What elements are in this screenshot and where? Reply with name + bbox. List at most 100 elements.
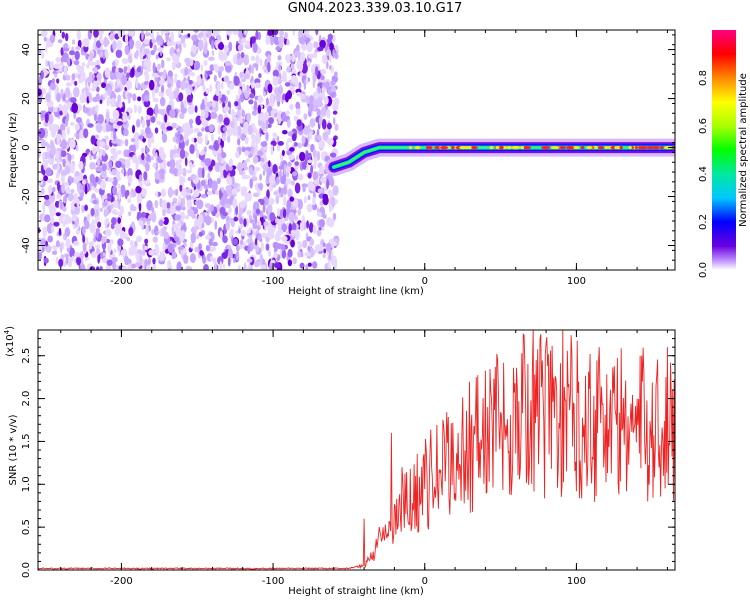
noise-blob <box>141 119 146 129</box>
noise-blob <box>170 206 175 215</box>
noise-blob <box>139 174 142 182</box>
noise-blob <box>200 179 206 187</box>
noise-blob <box>328 52 332 63</box>
noise-blob <box>142 248 146 257</box>
noise-blob <box>90 208 95 216</box>
noise-blob <box>281 243 285 252</box>
noise-blob <box>286 66 292 73</box>
noise-blob <box>90 87 97 92</box>
noise-blob <box>175 152 182 158</box>
noise-blob <box>327 259 331 269</box>
noise-blob <box>100 172 107 179</box>
noise-blob <box>333 117 336 125</box>
noise-blob <box>96 86 100 93</box>
noise-blob <box>217 256 224 265</box>
noise-blob <box>160 123 166 131</box>
signal-peak <box>495 146 500 150</box>
noise-blob <box>225 64 232 73</box>
noise-blob <box>237 185 241 190</box>
noise-blob <box>274 217 278 224</box>
noise-blob <box>328 203 332 213</box>
noise-blob <box>275 46 281 51</box>
noise-blob <box>233 258 236 263</box>
noise-blob <box>109 118 116 123</box>
noise-blob <box>294 161 300 167</box>
noise-blob <box>326 122 332 130</box>
noise-blob <box>289 85 295 93</box>
noise-blob <box>202 30 209 35</box>
noise-blob <box>135 40 142 50</box>
noise-blob <box>42 226 47 238</box>
noise-blob <box>113 211 120 216</box>
noise-blob <box>161 84 165 93</box>
noise-blob <box>48 113 54 125</box>
noise-blob <box>44 199 51 207</box>
noise-blob <box>249 38 253 48</box>
noise-blob <box>310 164 313 175</box>
noise-blob <box>76 255 82 266</box>
noise-blob <box>119 210 123 217</box>
noise-blob <box>246 229 252 234</box>
noise-blob <box>51 225 55 234</box>
noise-blob <box>167 161 171 167</box>
noise-blob <box>85 236 89 246</box>
signal-peak <box>614 146 618 150</box>
noise-blob <box>97 253 101 264</box>
noise-blob <box>171 41 176 46</box>
noise-blob <box>65 43 68 48</box>
noise-blob <box>70 97 77 104</box>
noise-blob <box>161 159 167 169</box>
noise-blob <box>115 49 123 58</box>
noise-blob <box>136 157 141 165</box>
noise-blob <box>238 146 242 156</box>
noise-blob <box>65 87 71 98</box>
noise-blob <box>259 173 262 181</box>
noise-blob <box>151 72 158 78</box>
noise-blob <box>73 87 80 98</box>
noise-blob <box>309 247 315 258</box>
noise-blob <box>226 127 234 137</box>
spectrogram-x-tick-label: 100 <box>567 276 586 287</box>
noise-blob <box>44 214 51 223</box>
noise-blob <box>184 66 188 76</box>
noise-blob <box>52 186 56 193</box>
noise-blob <box>125 80 132 90</box>
noise-blob <box>257 105 262 114</box>
noise-blob <box>241 199 246 209</box>
noise-blob <box>334 199 338 204</box>
noise-blob <box>45 245 52 253</box>
noise-blob <box>304 252 311 257</box>
noise-blob <box>111 217 117 226</box>
noise-blob <box>191 137 195 143</box>
noise-blob <box>292 30 295 37</box>
noise-blob <box>244 262 247 270</box>
noise-blob <box>218 92 222 99</box>
signal-peak <box>654 146 660 150</box>
noise-blob <box>38 88 42 97</box>
noise-blob <box>298 60 304 72</box>
noise-blob <box>176 48 180 53</box>
noise-blob <box>213 257 217 264</box>
noise-blob <box>133 132 140 143</box>
noise-blob <box>41 51 45 59</box>
noise-blob <box>228 165 233 171</box>
noise-blob <box>307 159 313 164</box>
noise-blob <box>113 130 116 141</box>
signal-peak <box>559 146 567 150</box>
noise-blob <box>86 76 93 83</box>
noise-blob <box>282 130 288 135</box>
noise-blob <box>47 235 53 243</box>
noise-blob <box>138 250 144 255</box>
noise-blob <box>195 148 200 158</box>
noise-blob <box>222 51 228 61</box>
noise-blob <box>291 180 295 186</box>
noise-blob <box>89 154 92 161</box>
signal-peak <box>451 146 455 150</box>
noise-blob <box>308 53 314 59</box>
noise-blob <box>83 38 90 48</box>
noise-blob <box>225 163 230 172</box>
noise-blob <box>295 108 301 116</box>
noise-blob <box>162 207 166 217</box>
noise-blob <box>238 265 241 270</box>
noise-blob <box>73 240 80 246</box>
